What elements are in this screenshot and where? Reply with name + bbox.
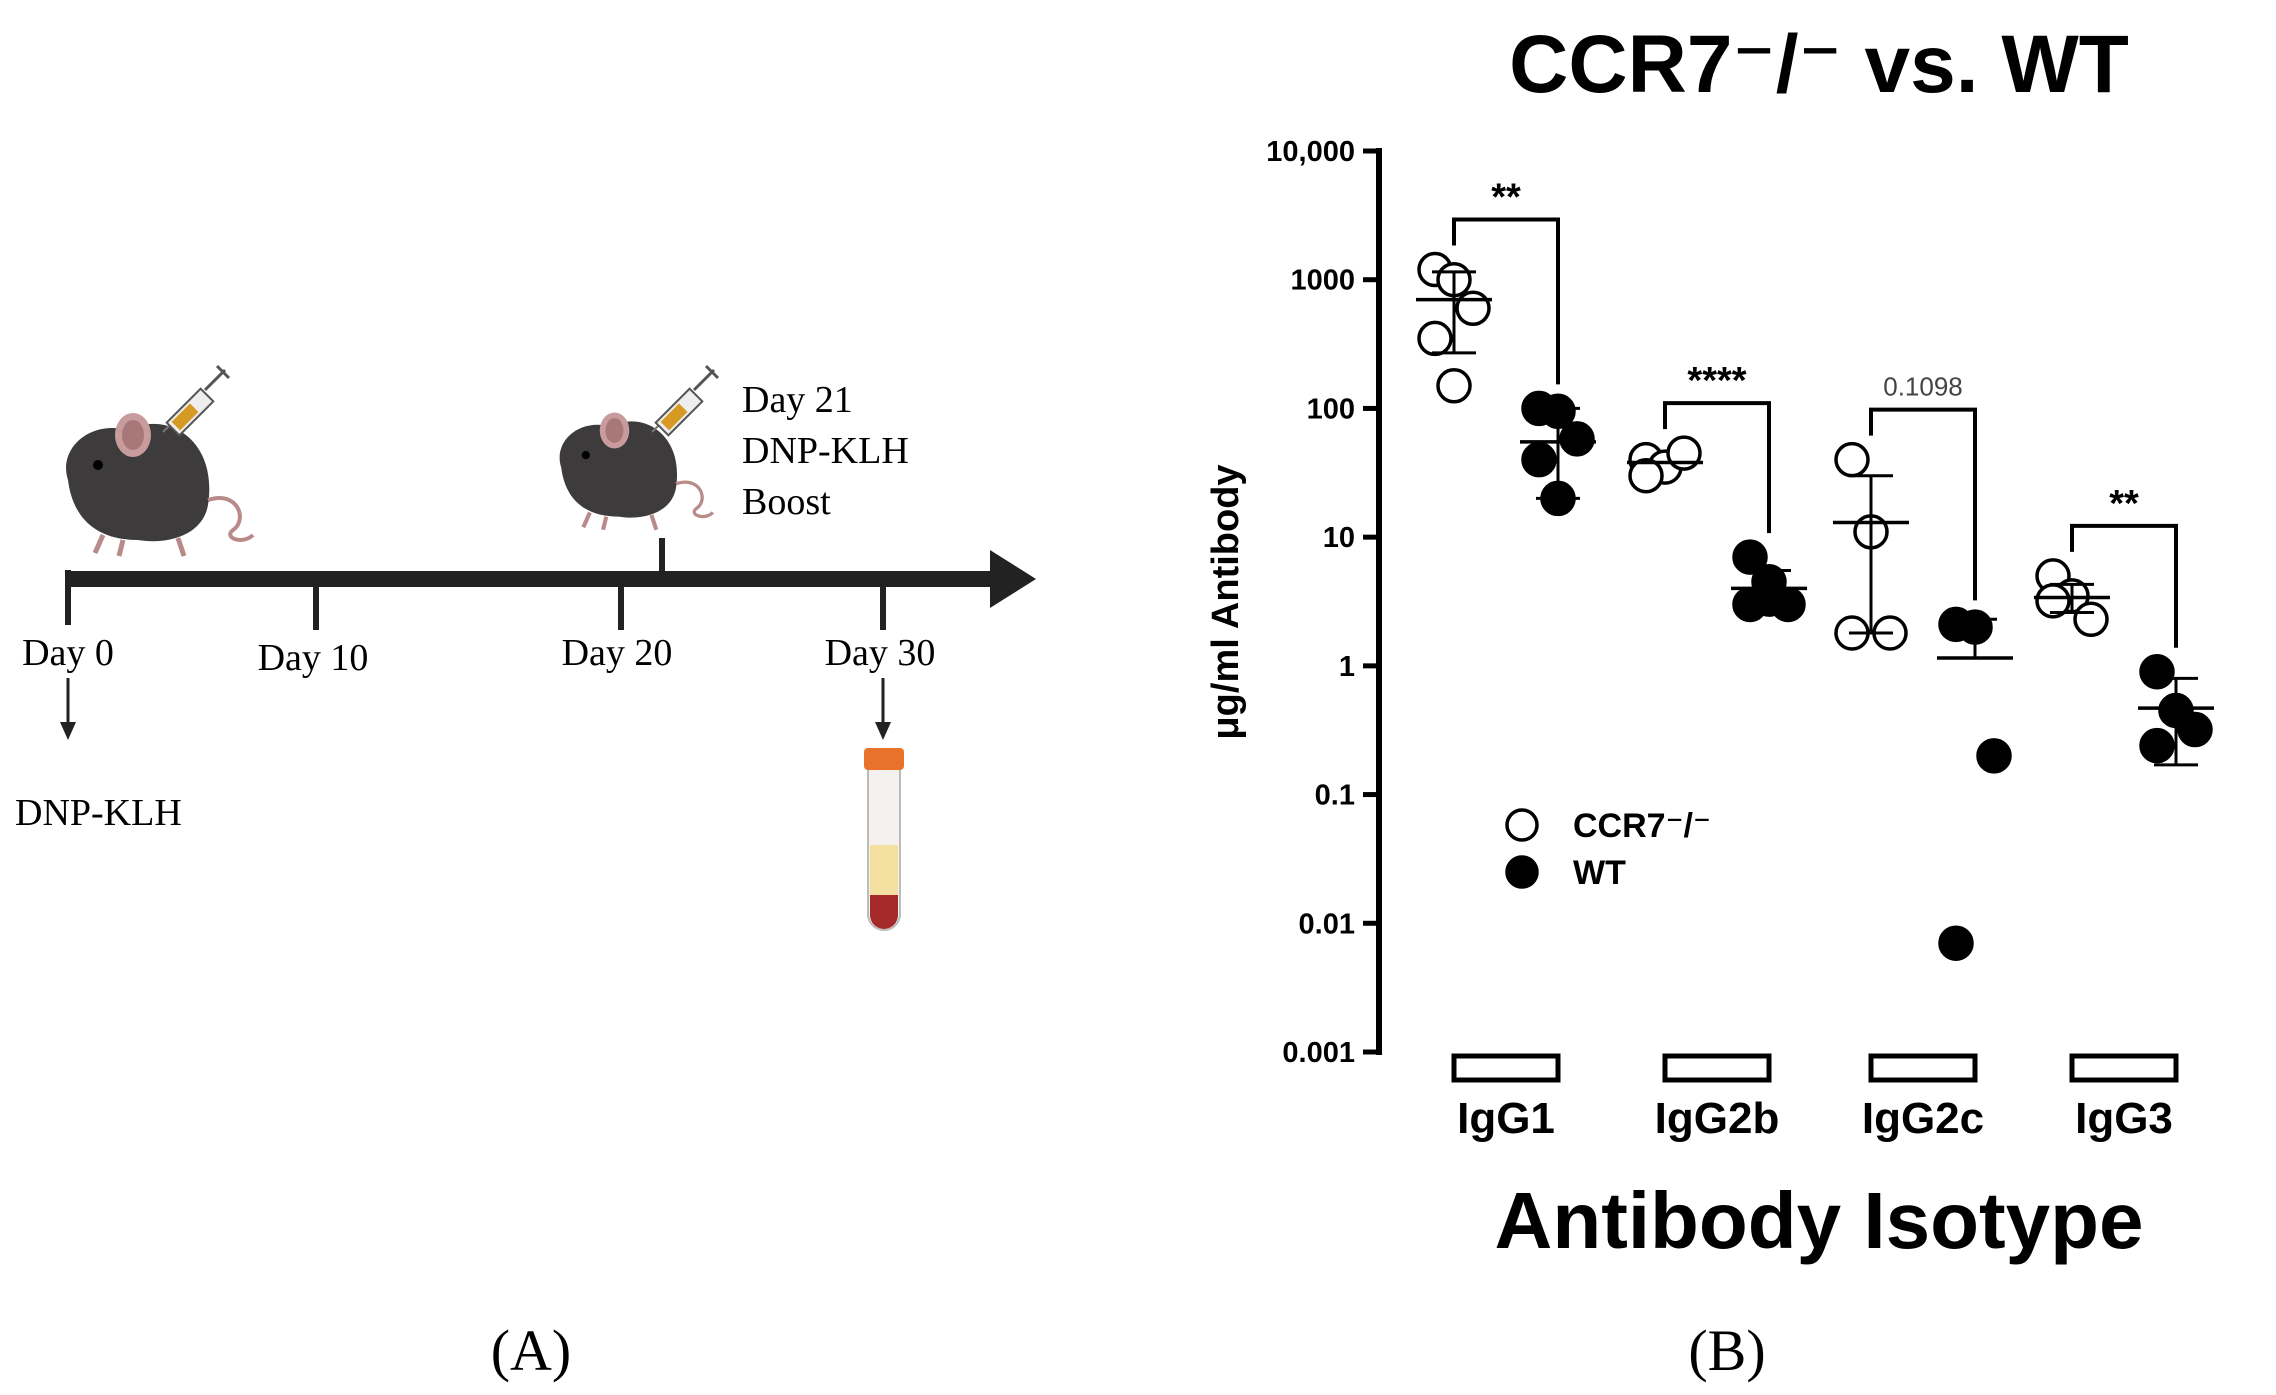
syringe-icon: [650, 364, 720, 437]
legend-marker: [1505, 808, 1539, 842]
panel-label: (A): [491, 1318, 572, 1383]
data-point: [2139, 653, 2175, 690]
syringe-icon: [161, 364, 231, 437]
start-note: DNP-KLH: [15, 792, 182, 834]
chart-title: CCR7⁻/⁻ vs. WT: [1509, 19, 2129, 110]
y-tick-label: 100: [1307, 393, 1355, 425]
timeline-arrows: [60, 678, 891, 740]
data-point: [1559, 421, 1595, 457]
significance-bracket: [2070, 523, 2178, 648]
significance-bracket: [1663, 401, 1771, 534]
legend-label: CCR7⁻/⁻: [1573, 807, 1711, 845]
data-point: [1628, 457, 1664, 494]
day-label: Day 20: [562, 632, 673, 674]
boost-note: Day 21: [742, 379, 853, 421]
x-axis-label: Antibody Isotype: [1495, 1176, 2144, 1265]
significance-label: ****: [1687, 360, 1746, 402]
x-tick-label: IgG2b: [1655, 1094, 1780, 1143]
data-point: [1834, 441, 1870, 478]
data-point: [2139, 727, 2175, 764]
mouse-icon: [560, 412, 713, 529]
y-tick-label: 0.1: [1315, 780, 1355, 812]
day-label: Day 30: [825, 632, 936, 674]
y-tick-label: 0.001: [1282, 1037, 1355, 1069]
data-point: [2073, 601, 2109, 638]
data-point: [1436, 368, 1472, 404]
data-point: [1521, 441, 1557, 478]
data-point: [1455, 290, 1491, 327]
y-axis-label: μg/ml Antibody: [1205, 464, 1247, 739]
data-point: [2177, 711, 2213, 748]
category-bracket: [2069, 1053, 2179, 1083]
significance-bracket: [1452, 217, 1560, 385]
significance-label: 0.1098: [1883, 372, 1963, 402]
chart: CCR7⁻/⁻ vs. WT μg/ml Antibody Antibody I…: [1205, 19, 2214, 1265]
x-tick-label: IgG1: [1457, 1094, 1555, 1143]
y-tick-label: 1: [1339, 651, 1355, 683]
category-bracket: [1662, 1053, 1772, 1083]
blood-tube: [864, 748, 904, 931]
timeline-ticks: [65, 538, 886, 630]
panel-label: (B): [1688, 1318, 1765, 1383]
x-tick-label: IgG2c: [1862, 1094, 1984, 1143]
data-point: [1938, 925, 1974, 961]
significance-label: **: [2109, 483, 2139, 525]
mouse-icon: [66, 413, 253, 556]
category-bracket: [1868, 1053, 1978, 1083]
day-label: Day 0: [22, 632, 114, 674]
legend-label: WT: [1573, 854, 1626, 892]
day-label: Day 10: [258, 637, 369, 679]
data-point: [1976, 738, 2012, 774]
x-tick-label: IgG3: [2075, 1094, 2173, 1143]
boost-note: DNP-KLH: [742, 430, 909, 472]
y-tick-label: 0.01: [1299, 908, 1355, 940]
boost-note: Boost: [742, 481, 831, 523]
y-tick-label: 1000: [1290, 265, 1355, 297]
significance-label: **: [1491, 177, 1521, 219]
timeline-arrowhead: [990, 550, 1036, 608]
legend-marker: [1505, 855, 1539, 889]
data-point: [1732, 539, 1768, 575]
significance-bracket: [1869, 407, 1977, 601]
y-tick-label: 10: [1323, 522, 1355, 554]
category-bracket: [1451, 1053, 1561, 1083]
y-tick-label: 10,000: [1266, 136, 1355, 168]
data-point: [1417, 320, 1453, 357]
